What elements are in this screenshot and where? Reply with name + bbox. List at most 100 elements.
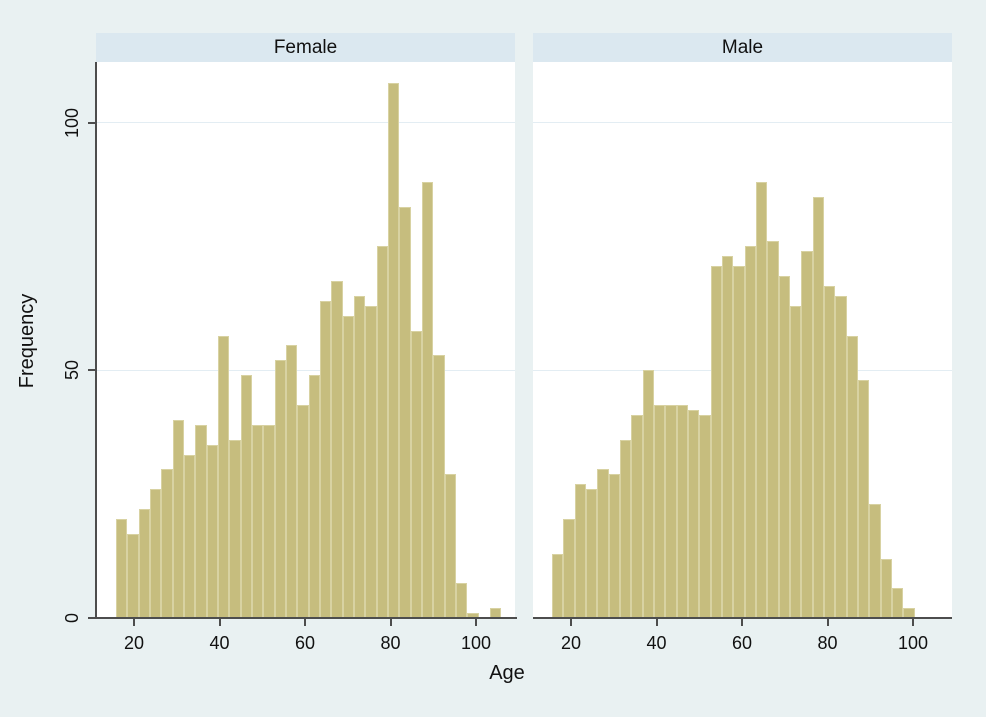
histogram-bar <box>891 588 904 618</box>
x-axis-line-male <box>533 617 952 619</box>
histogram-bar <box>421 181 434 618</box>
histogram-bar <box>846 335 858 618</box>
histogram-bar <box>342 315 354 618</box>
histogram-bar <box>116 518 128 618</box>
x-tick-mark <box>218 619 221 626</box>
histogram-bar <box>149 489 162 618</box>
histogram-bar <box>455 583 468 618</box>
histogram-bar <box>319 300 332 618</box>
gridline-50 <box>96 370 515 371</box>
histogram-bar <box>552 553 564 618</box>
gridline-100 <box>96 122 515 123</box>
histogram-bar <box>767 241 779 618</box>
x-tick-label: 40 <box>646 633 667 653</box>
histogram-bar <box>297 404 309 618</box>
histogram-bar <box>365 305 377 618</box>
x-tick-mark <box>826 619 829 626</box>
x-tick-mark <box>133 619 135 626</box>
gridline-100 <box>533 122 952 123</box>
histogram-bar <box>444 474 456 618</box>
histogram-bar <box>676 404 688 618</box>
histogram-bar <box>857 380 870 618</box>
y-axis-title: Frequency <box>16 293 38 389</box>
histogram-bar <box>721 256 734 618</box>
histogram-bar <box>880 558 892 618</box>
x-tick-label: 40 <box>209 633 230 653</box>
x-tick-label: 60 <box>294 633 316 653</box>
histogram-bar <box>308 375 320 618</box>
x-tick-mark <box>389 619 392 626</box>
histogram-bar <box>240 375 252 618</box>
x-tick-label: 80 <box>380 633 401 653</box>
histogram-bar <box>653 404 666 618</box>
histogram-bar <box>138 509 150 618</box>
plot-area-male <box>533 62 952 618</box>
histogram-bar <box>585 489 598 618</box>
x-tick-mark <box>304 619 306 626</box>
histogram-bar <box>755 181 768 618</box>
histogram-bar <box>869 504 881 618</box>
y-axis-line <box>95 62 97 619</box>
x-tick-label: 100 <box>460 633 492 653</box>
histogram-bar <box>608 474 620 618</box>
x-tick-label: 60 <box>731 633 753 653</box>
histogram-bar <box>597 469 609 618</box>
histogram-bar <box>631 414 643 618</box>
x-tick-mark <box>475 619 477 626</box>
histogram-bar <box>778 276 790 618</box>
x-tick-mark <box>570 619 572 626</box>
histogram-bar <box>574 484 586 618</box>
facet-header-female: Female <box>96 33 515 62</box>
histogram-bar <box>195 424 207 618</box>
histogram-bar <box>410 330 422 618</box>
histogram-bar <box>229 439 241 618</box>
x-tick-mark <box>741 619 743 626</box>
x-tick-label: 80 <box>817 633 838 653</box>
histogram-bar <box>263 424 275 618</box>
histogram-bar <box>789 305 802 618</box>
y-tick-label: 50 <box>61 360 82 381</box>
facet-title-male: Male <box>721 36 764 58</box>
y-tick-mark <box>88 369 95 372</box>
x-tick-mark <box>655 619 658 626</box>
histogram-bar <box>399 206 411 618</box>
histogram-bar <box>823 286 836 618</box>
histogram-bar <box>206 444 218 618</box>
histogram-bar <box>665 404 677 618</box>
histogram-bar <box>812 196 824 618</box>
y-tick-label: 0 <box>61 613 82 624</box>
histogram-bar <box>251 424 264 618</box>
histogram-bar <box>687 409 700 618</box>
histogram-bar <box>285 345 298 618</box>
y-tick-mark <box>88 617 95 619</box>
histogram-bar <box>733 266 745 618</box>
histogram-bar <box>127 533 139 618</box>
x-tick-mark <box>912 619 914 626</box>
histogram-bar <box>699 414 711 618</box>
histogram-bar <box>183 454 196 618</box>
histogram-bar <box>387 82 400 618</box>
histogram-bar <box>331 281 343 618</box>
histogram-bar <box>161 469 173 618</box>
y-tick-mark <box>88 121 95 124</box>
histogram-bar <box>710 266 722 618</box>
histogram-bar <box>172 419 184 618</box>
histogram-bar <box>744 246 756 618</box>
histogram-bar <box>433 355 445 618</box>
histogram-bar <box>217 335 230 618</box>
histogram-bar <box>619 439 632 618</box>
histogram-bar <box>274 360 286 618</box>
histogram-bar <box>835 295 847 618</box>
x-axis-line-female <box>96 617 517 619</box>
plot-area-female <box>96 62 515 618</box>
histogram-bar <box>801 251 813 618</box>
x-tick-label: 100 <box>897 633 929 653</box>
facet-header-male: Male <box>533 33 952 62</box>
x-tick-label: 20 <box>123 633 145 653</box>
x-tick-label: 20 <box>560 633 582 653</box>
histogram-bar <box>376 246 388 618</box>
histogram-bar <box>353 295 366 618</box>
histogram-bar <box>642 370 654 618</box>
x-axis-title: Age <box>489 662 525 684</box>
